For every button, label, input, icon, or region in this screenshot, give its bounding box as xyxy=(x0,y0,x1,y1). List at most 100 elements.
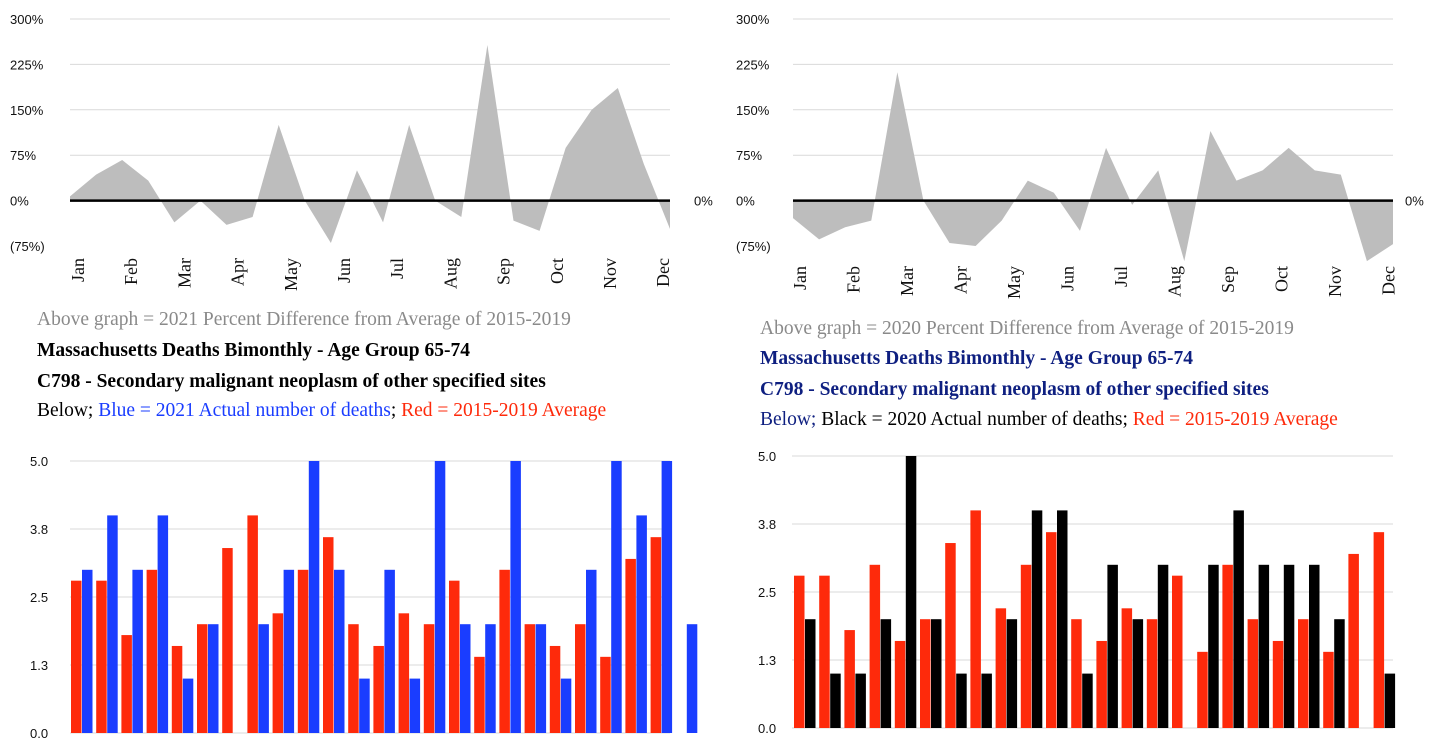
y-tick-label: 3.8 xyxy=(30,522,48,537)
bar-average xyxy=(650,537,662,733)
x-tick-label-month: Jun xyxy=(334,258,354,283)
x-tick-label-month: Mar xyxy=(174,258,194,288)
bar-actual xyxy=(661,461,673,733)
legend-prefix: Below; xyxy=(760,409,822,430)
bar-average xyxy=(297,569,309,733)
x-tick-label-month: Nov xyxy=(600,258,620,289)
x-tick-label-month: Aug xyxy=(440,258,460,289)
x-tick-label-month: Oct xyxy=(1272,266,1292,292)
bar-actual xyxy=(409,678,421,733)
legend-average: Red = 2015-2019 Average xyxy=(1132,409,1338,430)
bar-average xyxy=(1323,651,1334,728)
right-panel: 300% 225% 150% 75% 0% (75%) 0% Jan Feb Mar Apr May J… xyxy=(728,0,1456,745)
bar-average xyxy=(247,515,258,733)
bar-actual xyxy=(1208,564,1219,728)
bar-average xyxy=(121,635,132,733)
bar-average xyxy=(819,575,830,728)
x-tick-label-month: Mar xyxy=(897,266,917,296)
bar-average xyxy=(499,569,510,733)
x-tick-label-month: Dec xyxy=(1379,266,1399,295)
bar-actual xyxy=(956,673,967,728)
bar-actual xyxy=(208,624,219,733)
y-tick-label: 75% xyxy=(10,148,36,163)
y-tick-label: 5.0 xyxy=(758,449,776,464)
bar-actual xyxy=(182,678,194,733)
bar-average xyxy=(323,537,334,733)
area-chart-2020: 300% 225% 150% 75% 0% (75%) 0% Jan Feb Mar Apr May J… xyxy=(736,12,1424,299)
caption-title-2021: Massachusetts Deaths Bimonthly - Age Gro… xyxy=(37,340,470,361)
legend-actual-2020: Black = 2020 Actual number of deaths xyxy=(821,409,1123,430)
bar-actual xyxy=(1283,564,1295,728)
bar-average xyxy=(474,656,485,733)
y-tick-label: 0.0 xyxy=(30,726,48,741)
bar-actual xyxy=(586,569,597,733)
bar-actual xyxy=(283,569,295,733)
area-chart-2021: 300% 225% 150% 75% 0% (75%) 0% Jan Feb Mar Apr May J… xyxy=(10,12,713,291)
bar-actual xyxy=(1082,673,1093,728)
bar-actual xyxy=(686,624,698,733)
bar-actual xyxy=(1384,673,1396,728)
x-tick-label-month: Aug xyxy=(1165,266,1185,297)
bar-actual xyxy=(1309,564,1320,728)
x-tick-label-month: Sep xyxy=(494,258,514,285)
bar-average xyxy=(222,548,233,733)
bar-actual xyxy=(805,619,816,728)
bar-actual xyxy=(510,461,521,733)
x-tick-label-month: Nov xyxy=(1325,266,1345,297)
bar-actual xyxy=(334,569,345,733)
y-tick-label: 2.5 xyxy=(758,585,776,600)
bar-actual xyxy=(82,569,93,733)
bar-average xyxy=(869,564,881,728)
bar-actual xyxy=(636,515,647,733)
y-tick-label: 1.3 xyxy=(758,653,776,668)
bar-average xyxy=(1222,564,1233,728)
legend-prefix: Below; xyxy=(37,400,99,421)
bar-actual xyxy=(258,624,269,733)
bar-average xyxy=(844,630,855,728)
y-tick-label: 300% xyxy=(736,12,770,27)
x-tick-label-month: May xyxy=(1004,266,1024,299)
bar-average xyxy=(524,624,536,733)
bar-average xyxy=(71,580,82,733)
bar-actual xyxy=(931,619,942,728)
x-tick-label-month: Jul xyxy=(387,258,407,279)
bar-actual xyxy=(359,678,370,733)
y-tick-label: 0% xyxy=(736,194,755,209)
bar-average xyxy=(1096,640,1107,728)
left-panel: 300% 225% 150% 75% 0% (75%) 0% Jan Feb Mar Apr May J… xyxy=(10,12,713,741)
bar-actual xyxy=(485,624,496,733)
right-zero-label: 0% xyxy=(1405,194,1424,209)
x-tick-label-month: Jan xyxy=(68,258,88,282)
caption-title-2020: Massachusetts Deaths Bimonthly - Age Gro… xyxy=(760,348,1193,369)
x-tick-label-month: Apr xyxy=(228,258,248,286)
bar-actual xyxy=(308,461,320,733)
y-tick-label: (75%) xyxy=(736,239,771,254)
x-tick-label-month: Feb xyxy=(121,258,141,285)
bar-average xyxy=(1373,532,1385,728)
bar-average xyxy=(970,510,981,728)
bar-average xyxy=(945,543,956,728)
caption-legend-2021: Below; Blue = 2021 Actual number of deat… xyxy=(37,399,606,423)
bar-average xyxy=(600,656,611,733)
bar-average xyxy=(1071,619,1082,728)
bar-average xyxy=(398,613,410,733)
bar-average xyxy=(449,580,460,733)
bar-average xyxy=(171,645,183,733)
bar-chart-2020: 5.0 3.8 2.5 1.3 0.0 xyxy=(758,449,1396,736)
bar-actual xyxy=(132,569,143,733)
bar-actual xyxy=(855,673,866,728)
bar-average xyxy=(1020,564,1032,728)
caption-cause-2020: C798 - Secondary malignant neoplasm of o… xyxy=(760,379,1269,400)
bar-average xyxy=(1146,619,1158,728)
bar-average xyxy=(549,645,561,733)
bar-actual xyxy=(1258,564,1270,728)
right-zero-label: 0% xyxy=(694,194,713,209)
bar-actual xyxy=(107,515,118,733)
x-tick-label-month: Apr xyxy=(951,266,971,294)
bar-actual xyxy=(830,673,841,728)
y-tick-label: 2.5 xyxy=(30,590,48,605)
caption-legend-2020: Below; Black = 2020 Actual number of dea… xyxy=(760,408,1338,432)
bar-average xyxy=(995,608,1007,728)
area-series xyxy=(793,72,1393,262)
bar-average xyxy=(1197,651,1208,728)
